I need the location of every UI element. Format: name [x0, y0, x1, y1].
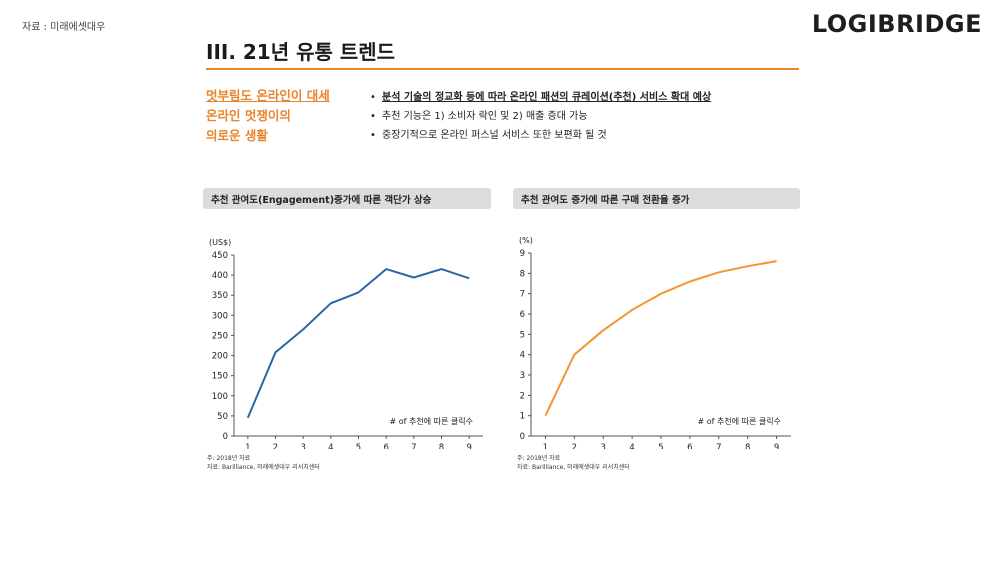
side-heading-line-2: 온라인 멋쟁이의	[206, 108, 291, 123]
x-tick-label: 9	[466, 443, 471, 449]
y-tick-label: 0	[520, 432, 525, 442]
x-tick-label: 6	[383, 443, 388, 449]
chart-title: 추천 관여도 증가에 따른 구매 전환율 증가	[513, 188, 800, 209]
y-tick-label: 2	[520, 391, 525, 401]
side-heading: 멋부림도 온라인이 대세 온라인 멋쟁이의 의로운 생활	[206, 86, 356, 146]
y-axis-unit: (US$)	[209, 238, 231, 247]
chart-panel-conversion: 추천 관여도 증가에 따른 구매 전환율 증가 (%) 0 1 2 3 4 5 6 7 8 9 1 2 3…	[513, 188, 800, 449]
bullet-item: • 추천 기능은 1) 소비자 락인 및 2) 매출 증대 가능	[370, 107, 711, 126]
source-caption: 자료 : 미래에셋대우	[22, 22, 106, 33]
chart-panel-aov: 추천 관여도(Engagement)증가에 따른 객단가 상승 (US$) 0 50…	[203, 188, 491, 449]
side-heading-line-1: 멋부림도 온라인이 대세	[206, 88, 330, 103]
y-tick-label: 8	[520, 269, 525, 279]
x-tick-label: 4	[328, 443, 333, 449]
x-tick-label: 7	[411, 443, 416, 449]
chart-notes-conversion: 주: 2018년 자료 자료: Barilliance, 미래에셋대우 리서치센…	[517, 455, 630, 471]
y-tick-label: 4	[520, 351, 525, 361]
y-tick-label: 150	[212, 372, 228, 382]
page-title: III. 21년 유통 트렌드	[206, 40, 396, 64]
series-line	[246, 268, 470, 419]
y-axis-unit: (%)	[519, 236, 533, 245]
x-tick-label: 9	[774, 443, 779, 449]
side-heading-line-3: 의로운 생활	[206, 128, 268, 143]
x-tick-label: 8	[439, 443, 444, 449]
x-tick-label: 3	[300, 443, 305, 449]
x-tick-label: 5	[658, 443, 663, 449]
y-tick-label: 250	[212, 331, 228, 341]
bullet-dot: •	[370, 111, 376, 122]
x-tick-label: 5	[356, 443, 361, 449]
y-tick-label: 100	[212, 392, 228, 402]
y-tick-label: 450	[212, 251, 228, 261]
x-tick-label: 1	[543, 443, 548, 449]
x-tick-label: 4	[629, 443, 634, 449]
chart-annotation: # of 추천에 따른 클릭수	[390, 416, 473, 426]
bullet-item: • 분석 기술의 정교화 등에 따라 온라인 패션의 큐레이션(추천) 서비스 확…	[370, 88, 711, 107]
bullet-dot: •	[370, 92, 376, 103]
brand-logo: LOGIBRIDGE	[811, 10, 982, 38]
chart-conversion: (%) 0 1 2 3 4 5 6 7 8 9 1 2 3 4 5 6 7 8 9 # of 추천에 따른 클릭수	[519, 236, 791, 449]
y-tick-label: 9	[520, 249, 525, 259]
y-tick-label: 300	[212, 311, 228, 321]
title-divider	[206, 68, 799, 70]
x-tick-label: 2	[572, 443, 577, 449]
chart-notes-aov: 주: 2018년 자료 자료: Barilliance, 미래에셋대우 리서치센…	[207, 455, 320, 471]
x-tick-label: 8	[745, 443, 750, 449]
x-tick-label: 3	[601, 443, 606, 449]
y-tick-label: 3	[520, 371, 525, 381]
x-tick-label: 1	[245, 443, 250, 449]
series-line	[544, 260, 777, 417]
x-tick-label: 6	[687, 443, 692, 449]
y-tick-label: 400	[212, 271, 228, 281]
y-tick-label: 5	[520, 330, 525, 340]
x-tick-label: 7	[716, 443, 721, 449]
chart-aov: (US$) 0 50 100 150 200 250 300 350 400 450 1 2 3 4 5 6 7 8…	[209, 238, 483, 449]
y-tick-label: 350	[212, 291, 228, 301]
y-tick-label: 6	[520, 310, 525, 320]
x-tick-label: 2	[273, 443, 278, 449]
bullet-list: • 분석 기술의 정교화 등에 따라 온라인 패션의 큐레이션(추천) 서비스 확…	[370, 88, 711, 145]
chart-annotation: # of 추천에 따른 클릭수	[698, 416, 781, 426]
y-tick-label: 0	[223, 432, 228, 442]
y-tick-label: 200	[212, 352, 228, 362]
y-tick-label: 50	[217, 412, 228, 422]
bullet-item: • 중장기적으로 온라인 퍼스널 서비스 또한 보편화 될 것	[370, 126, 711, 145]
bullet-dot: •	[370, 130, 376, 141]
y-tick-label: 1	[520, 412, 525, 422]
chart-title: 추천 관여도(Engagement)증가에 따른 객단가 상승	[203, 188, 491, 209]
y-tick-label: 7	[520, 290, 525, 300]
